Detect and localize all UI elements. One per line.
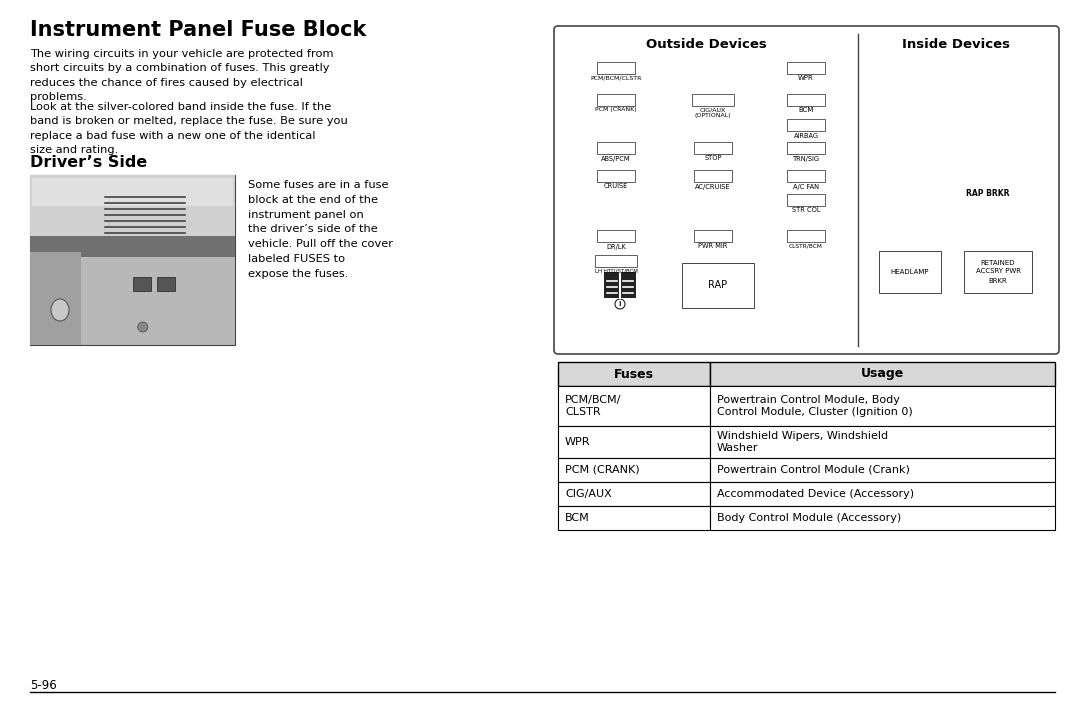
Text: Inside Devices: Inside Devices	[902, 38, 1010, 51]
FancyBboxPatch shape	[554, 26, 1059, 354]
Ellipse shape	[51, 299, 69, 321]
Bar	[558, 386, 710, 426]
Text: The wiring circuits in your vehicle are protected from
short circuits by a combi: The wiring circuits in your vehicle are …	[30, 49, 334, 102]
Bar	[681, 263, 754, 307]
Bar	[964, 251, 1032, 293]
Bar	[30, 175, 235, 243]
Text: PCM/BCM/CLSTR: PCM/BCM/CLSTR	[591, 76, 642, 81]
Text: ABS/PCM: ABS/PCM	[602, 156, 631, 161]
Bar	[787, 142, 825, 154]
Text: Windshield Wipers, Windshield
Washer: Windshield Wipers, Windshield Washer	[717, 431, 888, 453]
Text: BCM: BCM	[565, 513, 590, 523]
Text: BCM: BCM	[798, 107, 813, 114]
Text: Look at the silver-colored band inside the fuse. If the
band is broken or melted: Look at the silver-colored band inside t…	[30, 102, 348, 156]
Text: Usage: Usage	[861, 367, 904, 380]
Bar	[694, 170, 732, 182]
Text: Some fuses are in a fuse
block at the end of the
instrument panel on
the driver’: Some fuses are in a fuse block at the en…	[248, 180, 393, 279]
Text: PCM (CRANK): PCM (CRANK)	[565, 465, 639, 475]
Text: AC/CRUISE: AC/CRUISE	[696, 184, 731, 189]
Text: i: i	[619, 301, 621, 307]
Bar	[710, 482, 1055, 506]
Text: A/C FAN: A/C FAN	[793, 184, 819, 189]
Bar	[558, 458, 710, 482]
Text: CRUISE: CRUISE	[604, 184, 629, 189]
Text: WPR: WPR	[798, 76, 814, 81]
Bar	[710, 362, 1055, 386]
Bar	[32, 179, 233, 206]
Text: STR COL: STR COL	[792, 207, 820, 214]
Bar	[787, 119, 825, 131]
Bar	[30, 251, 81, 345]
Bar	[558, 482, 710, 506]
Text: CIG/AUX
(OPTIONAL): CIG/AUX (OPTIONAL)	[694, 107, 731, 118]
Bar	[597, 170, 635, 182]
Text: 5-96: 5-96	[30, 679, 57, 692]
Bar	[597, 230, 635, 242]
Bar	[692, 94, 734, 106]
Text: ACCSRY PWR: ACCSRY PWR	[975, 268, 1021, 274]
Text: WPR: WPR	[565, 437, 591, 447]
Bar	[620, 272, 636, 298]
Text: PWR MIR: PWR MIR	[699, 243, 728, 250]
Bar	[558, 506, 710, 530]
Text: STOP: STOP	[704, 156, 721, 161]
Bar	[787, 62, 825, 74]
Bar	[597, 62, 635, 74]
Bar	[787, 194, 825, 206]
Bar	[30, 236, 235, 256]
Bar	[694, 142, 732, 154]
Bar	[710, 458, 1055, 482]
Text: Body Control Module (Accessory): Body Control Module (Accessory)	[717, 513, 901, 523]
Text: TRN/SIG: TRN/SIG	[793, 156, 820, 161]
Text: RETAINED: RETAINED	[981, 260, 1015, 266]
Bar	[787, 170, 825, 182]
Text: Powertrain Control Module (Crank): Powertrain Control Module (Crank)	[717, 465, 909, 475]
Bar	[710, 506, 1055, 530]
Circle shape	[615, 299, 625, 309]
Bar	[558, 426, 710, 458]
Bar	[787, 94, 825, 106]
Bar	[597, 142, 635, 154]
Bar	[787, 230, 825, 242]
Text: CLSTR/BCM: CLSTR/BCM	[789, 243, 823, 248]
Bar	[879, 251, 941, 293]
Bar	[157, 276, 175, 291]
Ellipse shape	[138, 322, 148, 332]
Text: DR/LK: DR/LK	[606, 243, 626, 250]
Text: HEADLAMP: HEADLAMP	[891, 269, 929, 275]
Bar	[710, 386, 1055, 426]
Bar	[558, 362, 710, 386]
Text: Driver’s Side: Driver’s Side	[30, 155, 147, 170]
Text: PCM (CRANK): PCM (CRANK)	[595, 107, 637, 112]
Text: Powertrain Control Module, Body
Control Module, Cluster (Ignition 0): Powertrain Control Module, Body Control …	[717, 395, 913, 417]
Text: Fuses: Fuses	[615, 367, 654, 380]
Text: Accommodated Device (Accessory): Accommodated Device (Accessory)	[717, 489, 914, 499]
Bar	[133, 276, 150, 291]
Text: PCM/BCM/
CLSTR: PCM/BCM/ CLSTR	[565, 395, 621, 417]
Text: RAP BRKR: RAP BRKR	[967, 189, 1010, 198]
Text: LH HTD/ST/BCM: LH HTD/ST/BCM	[595, 269, 637, 274]
Text: CIG/AUX: CIG/AUX	[565, 489, 611, 499]
Bar	[710, 426, 1055, 458]
Text: RAP: RAP	[708, 280, 728, 290]
Bar	[694, 230, 732, 242]
Bar	[595, 255, 637, 267]
Bar	[604, 272, 620, 298]
Bar	[30, 175, 235, 345]
Text: Instrument Panel Fuse Block: Instrument Panel Fuse Block	[30, 20, 366, 40]
Bar	[597, 94, 635, 106]
Text: AIRBAG: AIRBAG	[794, 132, 819, 138]
Text: BRKR: BRKR	[988, 278, 1008, 284]
Text: Outside Devices: Outside Devices	[646, 38, 767, 51]
